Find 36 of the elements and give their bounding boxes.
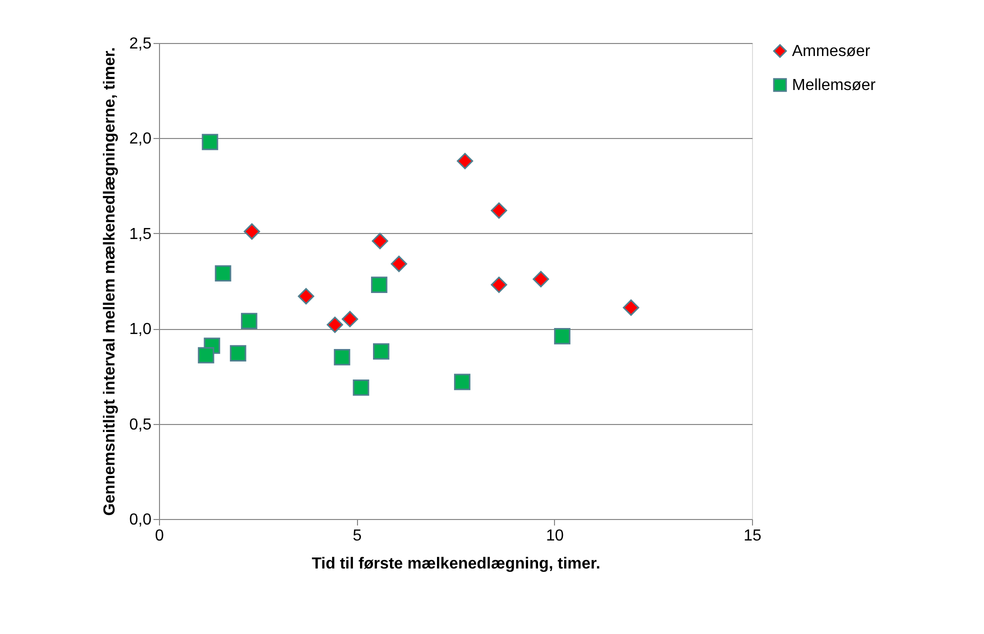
point xyxy=(326,316,344,333)
point xyxy=(390,256,408,272)
y-tick-label: 2,0 xyxy=(129,130,152,148)
y-tick-label: 1,0 xyxy=(129,321,152,338)
x-axis-title: Tid til første mælkenedlægning, timer. xyxy=(312,556,600,572)
y-tick-label: 2,5 xyxy=(129,36,152,52)
point xyxy=(230,345,246,362)
point xyxy=(622,299,640,316)
legend-label: Ammesøer xyxy=(792,43,871,60)
point xyxy=(454,374,470,390)
x-tick-label: 0 xyxy=(155,528,164,544)
point xyxy=(554,328,570,344)
point xyxy=(334,348,350,366)
x-tick-label: 15 xyxy=(744,528,762,544)
y-tick-label: 1,5 xyxy=(129,226,152,243)
point xyxy=(532,270,550,288)
point xyxy=(202,134,218,150)
point xyxy=(352,379,370,396)
point xyxy=(298,288,314,304)
y-tick-label: 0,0 xyxy=(129,512,152,528)
point xyxy=(456,152,474,170)
point xyxy=(490,276,508,293)
x-tick-label: 10 xyxy=(546,528,564,544)
point xyxy=(373,343,390,360)
point xyxy=(342,310,358,328)
y-tick-label: 0,5 xyxy=(129,416,152,434)
point xyxy=(214,265,232,282)
point xyxy=(490,202,508,219)
point xyxy=(240,312,258,330)
x-tick-label: 5 xyxy=(352,528,362,544)
point xyxy=(198,347,214,364)
point xyxy=(371,276,388,293)
point xyxy=(372,232,388,250)
legend-label: Mellemsøer xyxy=(792,77,876,94)
y-axis-title: Gennemsnitligt interval mellem mælkenedlægningerne, timer. xyxy=(101,47,118,516)
point xyxy=(244,223,260,240)
